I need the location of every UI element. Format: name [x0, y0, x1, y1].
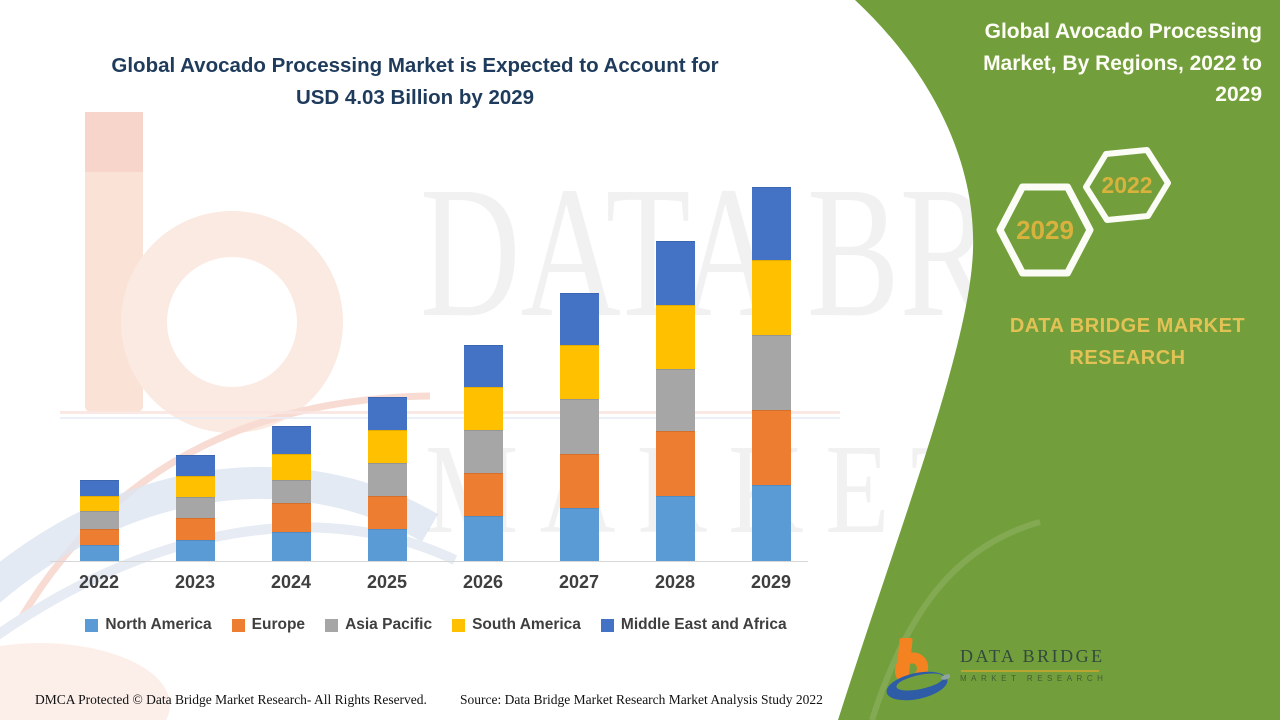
bar-segment	[79, 529, 119, 545]
plot-area	[50, 170, 810, 562]
legend-item: Europe	[231, 616, 306, 634]
databridge-logo: DATA BRIDGE MARKET RESEARCH	[884, 636, 1107, 702]
legend-swatch	[600, 618, 614, 632]
logo-gold-rule	[961, 670, 1099, 672]
legend-swatch	[231, 618, 245, 632]
x-axis-label: 2023	[174, 572, 216, 592]
bar-segment	[367, 496, 407, 529]
x-axis-label: 2022	[78, 572, 120, 592]
x-axis-label: 2028	[654, 572, 696, 592]
bar-column-2027	[559, 293, 599, 561]
bar-segment	[79, 480, 119, 496]
x-axis-label: 2026	[462, 572, 504, 592]
bar-segment	[463, 345, 503, 387]
legend-label: South America	[472, 616, 581, 633]
bar-column-2028	[655, 241, 695, 561]
legend-swatch	[452, 618, 466, 632]
bar-segment	[79, 496, 119, 511]
bar-segment	[367, 529, 407, 561]
x-axis-line	[50, 561, 808, 562]
logo-text: DATA BRIDGE MARKET RESEARCH	[960, 636, 1107, 683]
bar-column-2029	[751, 187, 791, 561]
bar-segment	[655, 496, 695, 561]
databridge-logo-icon	[886, 638, 950, 701]
bar-segment	[751, 335, 791, 410]
bar-segment	[655, 241, 695, 305]
bar-segment	[463, 430, 503, 473]
x-axis-label: 2024	[270, 572, 312, 592]
x-axis-label: 2029	[750, 572, 792, 592]
bar-column-2026	[463, 345, 503, 561]
bar-segment	[367, 430, 407, 463]
legend-swatch	[325, 618, 339, 632]
page-title-line1: Global Avocado Processing Market is Expe…	[111, 54, 719, 77]
bar-segment	[271, 503, 311, 532]
bar-segment	[175, 497, 215, 518]
bar-segment	[175, 455, 215, 476]
legend-item: North America	[85, 616, 212, 634]
bar-column-2025	[367, 397, 407, 561]
bar-segment	[271, 480, 311, 503]
bar-segment	[463, 473, 503, 516]
bar-segment	[655, 305, 695, 369]
page-title-line2: USD 4.03 Billion by 2029	[295, 85, 535, 109]
bar-segment	[751, 260, 791, 335]
footer-source-text: Source: Data Bridge Market Research Mark…	[460, 692, 823, 707]
x-axis-labels: 2022 2023 2024 2025 2026 2027 2028 2029	[50, 572, 810, 596]
bar-segment	[79, 511, 119, 529]
bar-segment	[271, 532, 311, 561]
legend-label: Europe	[251, 616, 306, 633]
footer-dmca-text: DMCA Protected © Data Bridge Market Rese…	[35, 692, 427, 707]
legend-item: South America	[452, 616, 581, 634]
bar-column-2022	[79, 480, 119, 561]
x-axis-label: 2025	[366, 572, 408, 592]
bar-segment	[463, 516, 503, 561]
legend-swatch	[85, 618, 99, 632]
bar-segment	[367, 397, 407, 430]
bar-segment	[655, 431, 695, 496]
x-axis-label: 2027	[558, 572, 600, 592]
bar-segment	[175, 476, 215, 497]
legend-label: Asia Pacific	[345, 616, 433, 633]
bar-segment	[175, 540, 215, 561]
bar-segment	[751, 187, 791, 260]
chart-legend: North America Europe Asia Pacific South Ame…	[50, 616, 822, 634]
bar-column-2024	[271, 426, 311, 561]
legend-item: Middle East and Africa	[600, 616, 787, 634]
bar-segment	[559, 345, 599, 399]
bar-segment	[559, 454, 599, 508]
bar-segment	[655, 369, 695, 431]
bar-segment	[751, 485, 791, 561]
bar-segment	[559, 399, 599, 454]
bar-segment	[367, 463, 407, 496]
brand-text: DATA BRIDGE MARKET RESEARCH	[1009, 315, 1246, 369]
legend-item: Asia Pacific	[325, 616, 432, 634]
bar-segment	[559, 293, 599, 345]
bar-segment	[463, 387, 503, 430]
bar-column-2023	[175, 455, 215, 561]
logo-title: DATA BRIDGE	[960, 646, 1105, 666]
bar-segment	[751, 410, 791, 485]
bar-segment	[271, 454, 311, 480]
logo-subtitle: MARKET RESEARCH	[960, 674, 1108, 683]
legend-label: North America	[105, 616, 212, 633]
page-title: Global Avocado Processing Market is Expe…	[60, 50, 770, 114]
bar-segment	[175, 518, 215, 540]
bar-segment	[271, 426, 311, 454]
bar-segment	[559, 508, 599, 561]
side-panel-title: Global Avocado Processing Market, By Reg…	[983, 20, 1262, 106]
legend-label: Middle East and Africa	[620, 616, 787, 633]
bar-segment	[79, 545, 119, 561]
